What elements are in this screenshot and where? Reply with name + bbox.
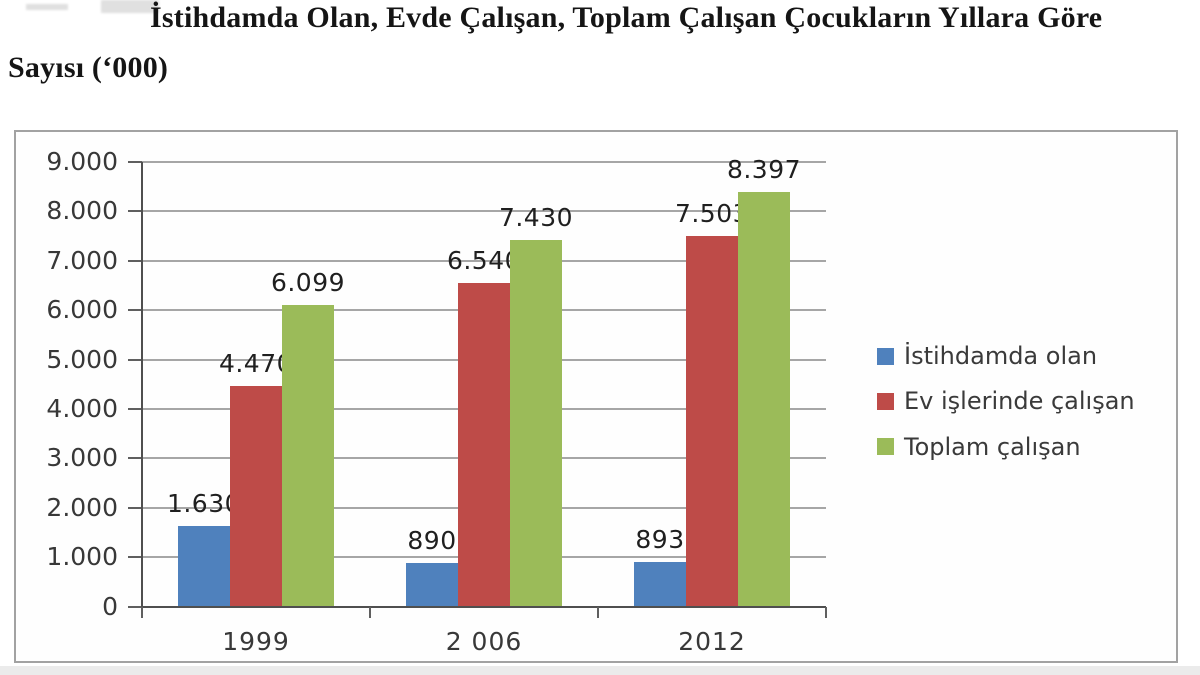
x-category-label: 1999 — [222, 627, 290, 656]
bar-value-label: 8.397 — [726, 154, 802, 184]
İstihdamda olan-swatch — [877, 347, 894, 365]
bar-value-label: 6.540 — [446, 246, 522, 276]
legend-label: Toplam çalışan — [904, 432, 1081, 461]
x-axis-tick — [597, 606, 599, 618]
x-axis-tick — [369, 606, 371, 618]
gridline — [142, 210, 826, 213]
Ev işlerinde çalışan-swatch — [877, 392, 894, 410]
y-axis-tick — [128, 506, 142, 509]
bar — [178, 525, 230, 607]
chart-caption-line1: İstihdamda Olan, Evde Çalışan, Toplam Ça… — [150, 1, 1103, 34]
bar — [406, 562, 458, 607]
y-tick-label: 8.000 — [46, 196, 118, 226]
y-axis-tick — [128, 457, 142, 460]
gridline — [142, 161, 826, 163]
y-axis-tick — [128, 407, 142, 410]
bar-value-label: 7.430 — [498, 202, 574, 232]
y-axis-tick — [128, 259, 142, 262]
bar-value-label: 6.099 — [270, 268, 346, 298]
y-axis-tick — [128, 309, 142, 312]
chart-caption-line2: Sayısı (‘000) — [8, 51, 169, 84]
y-axis-line — [141, 162, 143, 607]
y-tick-label: 2.000 — [46, 492, 118, 522]
y-axis-tick — [128, 556, 142, 559]
bar — [634, 562, 686, 607]
y-tick-label: 3.000 — [46, 443, 118, 473]
y-tick-label: 1.000 — [46, 542, 118, 572]
bar-value-label: 893 — [635, 525, 685, 555]
x-category-label: 2 006 — [445, 627, 523, 656]
gridline — [142, 259, 826, 262]
scan-crop-artifact — [26, 4, 68, 10]
x-axis-line — [142, 605, 826, 608]
y-axis-tick — [128, 358, 142, 361]
y-axis-tick — [128, 210, 142, 213]
bar-value-label: 1.630 — [166, 488, 242, 518]
bar-value-label: 7.503 — [674, 198, 750, 228]
legend-item: İstihdamda olan — [877, 342, 1098, 370]
y-tick-label: 7.000 — [46, 245, 118, 275]
bar — [282, 305, 334, 607]
y-axis-tick — [128, 161, 142, 163]
page-bottom-strip — [0, 666, 1200, 675]
scan-crop-artifact — [101, 0, 159, 13]
legend-label: Ev işlerinde çalışan — [904, 387, 1135, 416]
bar — [738, 191, 790, 607]
x-category-label: 2012 — [678, 627, 746, 656]
bar — [458, 283, 510, 607]
bar — [230, 385, 282, 607]
y-tick-label: 0 — [102, 591, 118, 621]
legend-item: Ev işlerinde çalışan — [877, 387, 1135, 416]
Toplam çalışan-swatch — [877, 438, 894, 456]
y-axis-tick — [128, 605, 142, 608]
legend-item: Toplam çalışan — [877, 432, 1081, 461]
bar-chart: 0 1.000 2.000 3.000 4.000 5.000 6.000 7.000 8.00… — [14, 130, 1178, 663]
bar — [686, 235, 738, 607]
x-axis-tick — [825, 606, 827, 618]
bar-value-label: 4.470 — [218, 348, 294, 378]
bar-value-label: 890 — [407, 525, 457, 555]
y-tick-label: 9.000 — [46, 147, 118, 176]
y-tick-label: 5.000 — [46, 344, 118, 374]
x-axis-tick — [141, 606, 143, 618]
y-tick-label: 6.000 — [46, 295, 118, 325]
y-tick-label: 4.000 — [46, 393, 118, 423]
bar — [510, 239, 562, 607]
legend-label: İstihdamda olan — [904, 342, 1098, 370]
